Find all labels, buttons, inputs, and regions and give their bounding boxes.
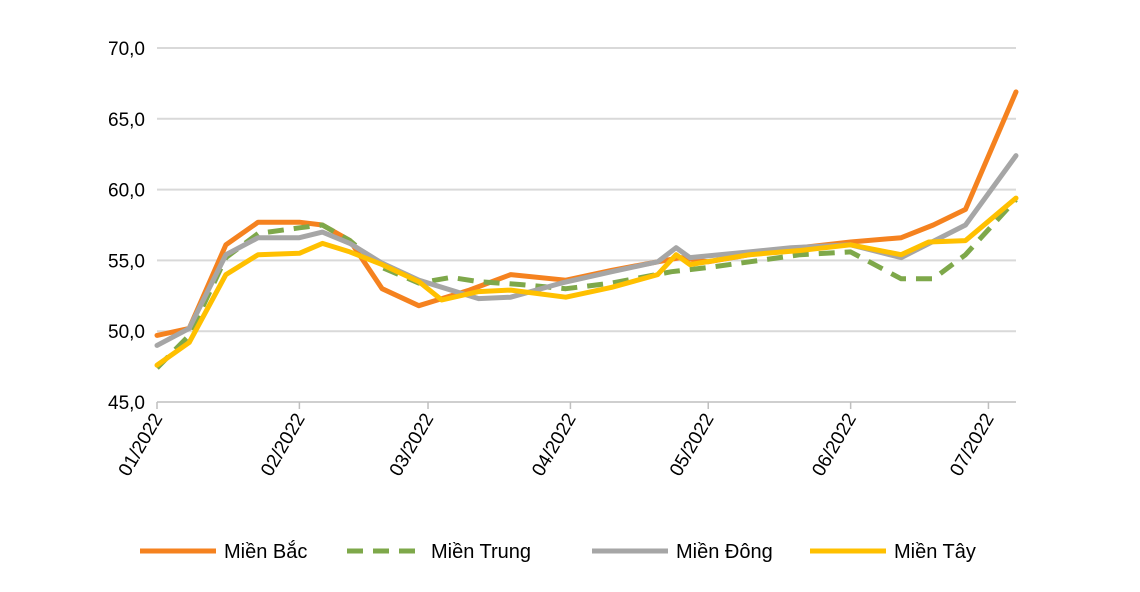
series-line-1 — [154, 89, 1019, 338]
legend-label: Miền Đông — [676, 541, 773, 563]
y-tick-label: 60,0 — [108, 181, 145, 202]
y-tick-label: 45,0 — [108, 393, 145, 414]
x-tick-label: 06/2022 — [808, 410, 861, 480]
series-line-4 — [154, 195, 1019, 368]
x-tick-label: 01/2022 — [115, 410, 168, 480]
x-tick-label: 07/2022 — [946, 410, 999, 480]
x-tick-label: 05/2022 — [666, 410, 719, 480]
legend-label: Miền Bắc — [224, 540, 307, 563]
x-tick-label: 03/2022 — [386, 410, 439, 480]
gridlines — [157, 47, 1016, 333]
y-axis: 45,0 50,0 55,0 60,0 65,0 70,0 — [108, 39, 145, 414]
series-lines — [154, 89, 1019, 370]
y-tick-label: 65,0 — [108, 110, 145, 131]
legend-label: Miền Trung — [431, 541, 531, 563]
y-tick-label: 55,0 — [108, 251, 145, 272]
x-axis: 01/2022 02/2022 03/2022 04/2022 05/2022 06/20… — [115, 401, 1016, 480]
y-tick-label: 70,0 — [108, 39, 145, 60]
series-line-2 — [155, 197, 1018, 370]
x-tick-label: 02/2022 — [257, 410, 310, 480]
legend-label: Miền Tây — [894, 541, 976, 563]
x-tick-label: 04/2022 — [528, 410, 581, 480]
legend: Miền Bắc Miền Trung Miền Đông Miền Tây — [140, 540, 976, 563]
y-tick-label: 50,0 — [108, 322, 145, 343]
